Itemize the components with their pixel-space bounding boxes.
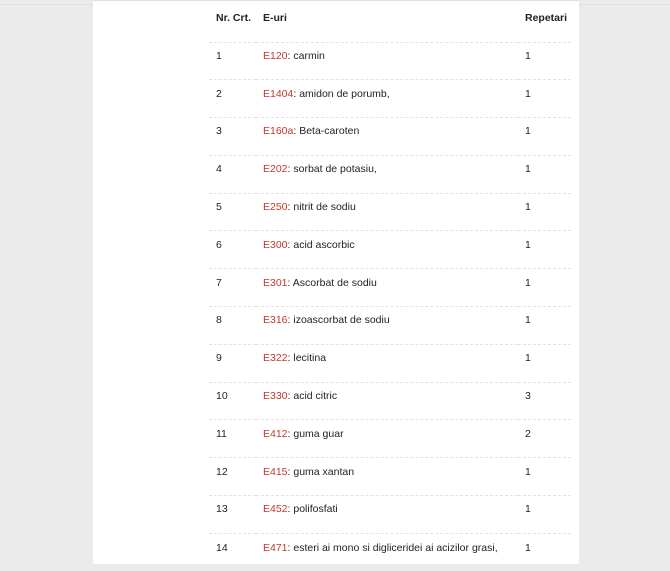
repetitions-count: 1 (518, 117, 571, 156)
repetitions-count: 3 (518, 381, 571, 420)
header-repetari: Repetari (525, 12, 568, 25)
additive-code-link[interactable]: E160a (263, 125, 294, 138)
additive-cell: E301: Ascorbat de sodiu (256, 268, 518, 307)
table-row: 2 E1404: amidon de porumb, 1 (209, 79, 571, 118)
header-nr-crt: Nr. Crt. (216, 12, 252, 25)
repetitions-count: 1 (518, 154, 571, 194)
additive-name: : amidon de porumb, (293, 87, 390, 100)
additive-name: : acid citric (287, 390, 338, 403)
additive-cell: E1404: amidon de porumb, (256, 79, 518, 118)
additive-name: : izoascorbat de sodiu (287, 314, 390, 327)
table-row: 11 E412: guma guar 2 (209, 419, 571, 458)
row-number: 14 (209, 532, 256, 571)
additive-name: : nitrit de sodiu (287, 201, 356, 214)
table-row: 7 E301: Ascorbat de sodiu 1 (209, 268, 571, 307)
row-number: 10 (209, 381, 256, 420)
repetitions-count: 1 (518, 79, 571, 118)
table-row: 10 E330: acid citric 3 (209, 381, 571, 420)
table-row: 4 E202: sorbat de potasiu, 1 (209, 154, 571, 194)
additive-code-link[interactable]: E322 (263, 352, 288, 365)
table-row: 3 E160a: Beta-caroten 1 (209, 117, 571, 156)
table-row: 5 E250: nitrit de sodiu 1 (209, 192, 571, 231)
row-number: 6 (209, 230, 256, 269)
row-number: 11 (209, 419, 256, 458)
additive-name: : Beta-caroten (293, 125, 360, 138)
additive-code-link[interactable]: E300 (263, 238, 288, 251)
table-row: 6 E300: acid ascorbic 1 (209, 230, 571, 269)
table-row: 9 E322: lecitina 1 (209, 343, 571, 383)
e-additives-table: Nr. Crt. E-uri Repetari 1 E120: carmin 1 2 E… (209, 1, 571, 571)
additive-name: : guma guar (287, 427, 344, 440)
header-e-uri: E-uri (263, 12, 287, 25)
repetitions-count: 1 (518, 532, 571, 571)
row-number: 7 (209, 268, 256, 307)
additive-name: : guma xantan (287, 465, 355, 478)
additive-code-link[interactable]: E471 (263, 541, 288, 554)
additive-cell: E415: guma xantan (256, 457, 518, 496)
repetitions-count: 1 (518, 343, 571, 383)
additive-cell: E322: lecitina (256, 343, 518, 383)
table-row: 12 E415: guma xantan 1 (209, 457, 571, 496)
additive-cell: E120: carmin (256, 41, 518, 80)
additive-name: : Ascorbat de sodiu (287, 276, 377, 289)
repetitions-count: 1 (518, 457, 571, 496)
row-number: 4 (209, 154, 256, 194)
additive-code-link[interactable]: E412 (263, 427, 288, 440)
additive-cell: E300: acid ascorbic (256, 230, 518, 269)
repetitions-count: 1 (518, 268, 571, 307)
additive-code-link[interactable]: E301 (263, 276, 288, 289)
table-row: 13 E452: polifosfati 1 (209, 495, 571, 534)
additive-name: : esteri ai mono si digliceridei ai aciz… (287, 541, 498, 554)
additive-cell: E202: sorbat de potasiu, (256, 154, 518, 194)
row-number: 1 (209, 41, 256, 80)
additive-cell: E471: esteri ai mono si digliceridei ai … (256, 532, 518, 571)
additive-name: : acid ascorbic (287, 238, 355, 251)
row-number: 9 (209, 343, 256, 383)
table-row: 14 E471: esteri ai mono si digliceridei a… (209, 532, 571, 571)
additive-cell: E412: guma guar (256, 419, 518, 458)
row-number: 12 (209, 457, 256, 496)
additive-cell: E250: nitrit de sodiu (256, 192, 518, 231)
repetitions-count: 2 (518, 419, 571, 458)
additive-code-link[interactable]: E316 (263, 314, 288, 327)
repetitions-count: 1 (518, 41, 571, 80)
additive-code-link[interactable]: E330 (263, 390, 288, 403)
table-header-row: Nr. Crt. E-uri Repetari (209, 1, 571, 42)
additive-code-link[interactable]: E250 (263, 201, 288, 214)
row-number: 2 (209, 79, 256, 118)
additive-name: : sorbat de potasiu, (287, 163, 377, 176)
additive-code-link[interactable]: E452 (263, 503, 288, 516)
additive-name: : carmin (287, 49, 325, 62)
additive-name: : lecitina (287, 352, 327, 365)
table-row: 8 E316: izoascorbat de sodiu 1 (209, 306, 571, 345)
row-number: 5 (209, 192, 256, 231)
additive-cell: E452: polifosfati (256, 495, 518, 534)
repetitions-count: 1 (518, 230, 571, 269)
content-panel: Nr. Crt. E-uri Repetari 1 E120: carmin 1 2 E… (93, 0, 579, 571)
repetitions-count: 1 (518, 192, 571, 231)
row-number: 3 (209, 117, 256, 156)
additive-cell: E330: acid citric (256, 381, 518, 420)
additive-cell: E316: izoascorbat de sodiu (256, 306, 518, 345)
row-number: 13 (209, 495, 256, 534)
row-number: 8 (209, 306, 256, 345)
repetitions-count: 1 (518, 306, 571, 345)
additive-code-link[interactable]: E415 (263, 465, 288, 478)
additive-name: : polifosfati (287, 503, 338, 516)
repetitions-count: 1 (518, 495, 571, 534)
additive-cell: E160a: Beta-caroten (256, 117, 518, 156)
additive-code-link[interactable]: E1404 (263, 87, 294, 100)
additive-code-link[interactable]: E120 (263, 49, 288, 62)
additive-code-link[interactable]: E202 (263, 163, 288, 176)
table-row: 1 E120: carmin 1 (209, 41, 571, 80)
